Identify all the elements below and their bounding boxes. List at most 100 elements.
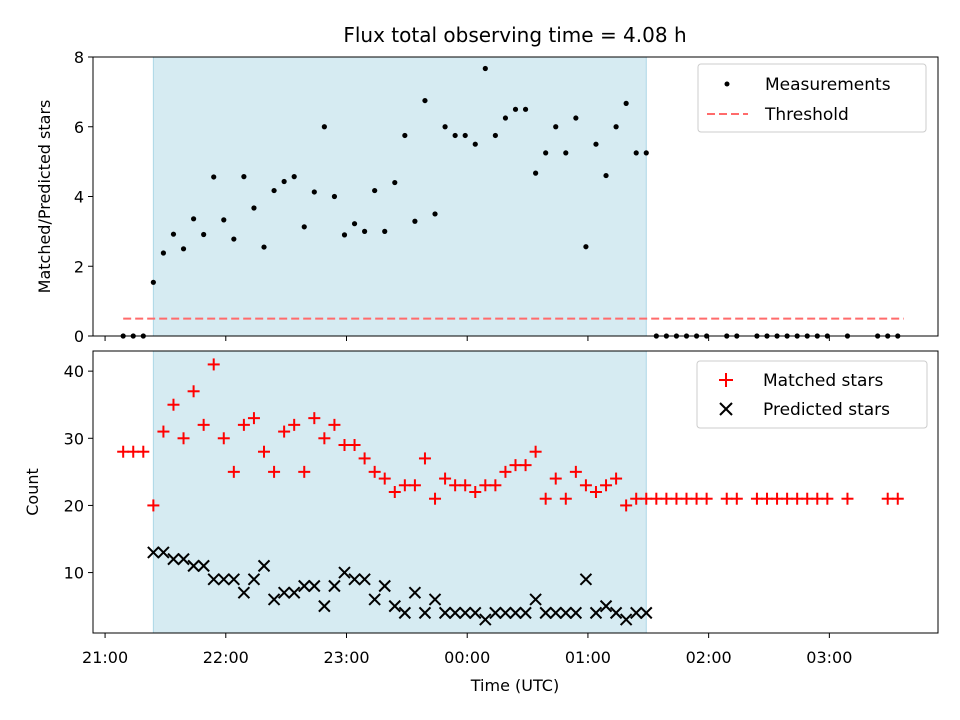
- matched-star-point: [660, 492, 673, 505]
- measurement-point: [482, 65, 488, 72]
- predicted-star-point: [599, 599, 613, 613]
- matched-star-point: [439, 472, 452, 485]
- predicted-star-point: [479, 613, 492, 626]
- matched-star-point: [720, 492, 733, 505]
- measurement-point: [442, 124, 448, 130]
- threshold-legend-label: Threshold: [764, 105, 849, 125]
- measurement-point: [281, 178, 287, 185]
- matched-star-point: [177, 432, 190, 445]
- predicted-star-point: [438, 606, 452, 620]
- matched-star-point: [589, 486, 602, 498]
- predicted-star-point: [197, 559, 210, 573]
- predicted-star-point: [519, 606, 532, 620]
- matched-star-point: [891, 492, 904, 505]
- matched-star-point: [227, 465, 240, 478]
- measurement-point: [583, 244, 589, 250]
- measurement-point: [573, 115, 579, 121]
- matched-star-point: [147, 499, 160, 512]
- matched-star-point: [781, 492, 794, 505]
- matched-star-point: [318, 432, 331, 445]
- matched-star-point: [489, 479, 502, 492]
- predicted-star-point: [398, 606, 412, 620]
- matched-star-point: [791, 492, 804, 505]
- matched-star-point: [509, 459, 522, 472]
- measurement-point: [241, 174, 247, 180]
- y-tick-label: 8: [74, 48, 84, 67]
- predicted-star-point: [368, 593, 381, 606]
- matched-star-point: [207, 358, 220, 371]
- predicted-star-point: [428, 593, 442, 606]
- measurement-point: [533, 170, 539, 176]
- matched-star-point: [750, 492, 763, 505]
- observing-interval-shade: [152, 56, 647, 337]
- measurement-point: [543, 150, 549, 156]
- predicted-star-point: [539, 606, 552, 620]
- matched-star-point: [650, 492, 663, 505]
- measurement-point: [291, 174, 297, 180]
- top-panel-frame: [92, 56, 939, 337]
- matched-star-point: [569, 465, 582, 478]
- measurement-point: [190, 216, 197, 222]
- measurement-point: [522, 106, 529, 112]
- y-tick-label: 2: [74, 257, 84, 276]
- predicted-star-point: [489, 606, 502, 620]
- measurement-point: [331, 193, 338, 200]
- predicted-star-point: [217, 573, 230, 586]
- predicted-star-point: [589, 606, 603, 620]
- measurement-point: [502, 115, 509, 121]
- predicted-star-point: [167, 552, 180, 566]
- predicted-star-point: [448, 606, 462, 620]
- y-tick-label: 40: [64, 362, 84, 381]
- matched-star-point: [760, 492, 773, 505]
- matched-star-point: [358, 452, 371, 465]
- measurement-point: [452, 132, 458, 139]
- matched-star-point: [187, 385, 200, 398]
- predicted-star-point: [609, 606, 623, 620]
- matched-star-point: [579, 479, 592, 492]
- x-tick-label: 03:00: [806, 648, 852, 667]
- predicted-star-point: [469, 606, 482, 620]
- matched-star-point: [771, 492, 784, 505]
- matched-star-point: [217, 432, 230, 445]
- predicted-star-point: [549, 606, 562, 620]
- predicted-star-point: [267, 593, 281, 606]
- predicted-star-point: [338, 566, 351, 579]
- matched-star-point: [821, 492, 834, 505]
- x-tick-labels: 21:00 22:00 23:00 00:00 01:00 02:00 03:00: [82, 648, 852, 667]
- measurement-point: [613, 124, 619, 130]
- measurement-point: [271, 187, 277, 194]
- measurement-point: [593, 141, 599, 147]
- matched-star-point: [308, 412, 321, 425]
- matched-legend-label: Matched stars: [763, 371, 883, 391]
- measurement-point: [321, 124, 327, 130]
- measurement-point: [160, 250, 167, 256]
- matched-star-point: [247, 412, 260, 425]
- measurement-point: [170, 231, 177, 237]
- measurement-point: [311, 189, 317, 195]
- matched-star-point: [841, 492, 854, 505]
- top-panel-ticks: 0 2 4 6 8: [74, 48, 830, 346]
- measurement-point: [251, 205, 257, 211]
- matched-star-point: [690, 492, 703, 505]
- predicted-star-point: [227, 573, 241, 586]
- x-tick-label: 02:00: [686, 648, 732, 667]
- matched-star-point: [549, 472, 562, 485]
- bottom-panel-ylabel: Count: [23, 468, 42, 516]
- predicted-star-point: [529, 593, 542, 606]
- matched-star-point: [811, 492, 824, 505]
- predicted-star-point: [308, 579, 321, 593]
- matched-star-point: [398, 479, 411, 492]
- bottom-panel-frame: [92, 350, 939, 634]
- measurement-point: [412, 218, 418, 224]
- x-tick-label: 22:00: [203, 648, 249, 667]
- predicted-star-point: [559, 606, 573, 620]
- predicted-star-point: [257, 559, 271, 573]
- y-tick-label: 6: [74, 118, 84, 137]
- predicted-star-point: [378, 579, 391, 593]
- x-tick-label: 21:00: [82, 648, 128, 667]
- matched-star-point: [620, 499, 633, 512]
- matched-star-point: [730, 492, 743, 505]
- matched-star-point: [338, 439, 351, 451]
- top-panel-marks: [120, 65, 904, 339]
